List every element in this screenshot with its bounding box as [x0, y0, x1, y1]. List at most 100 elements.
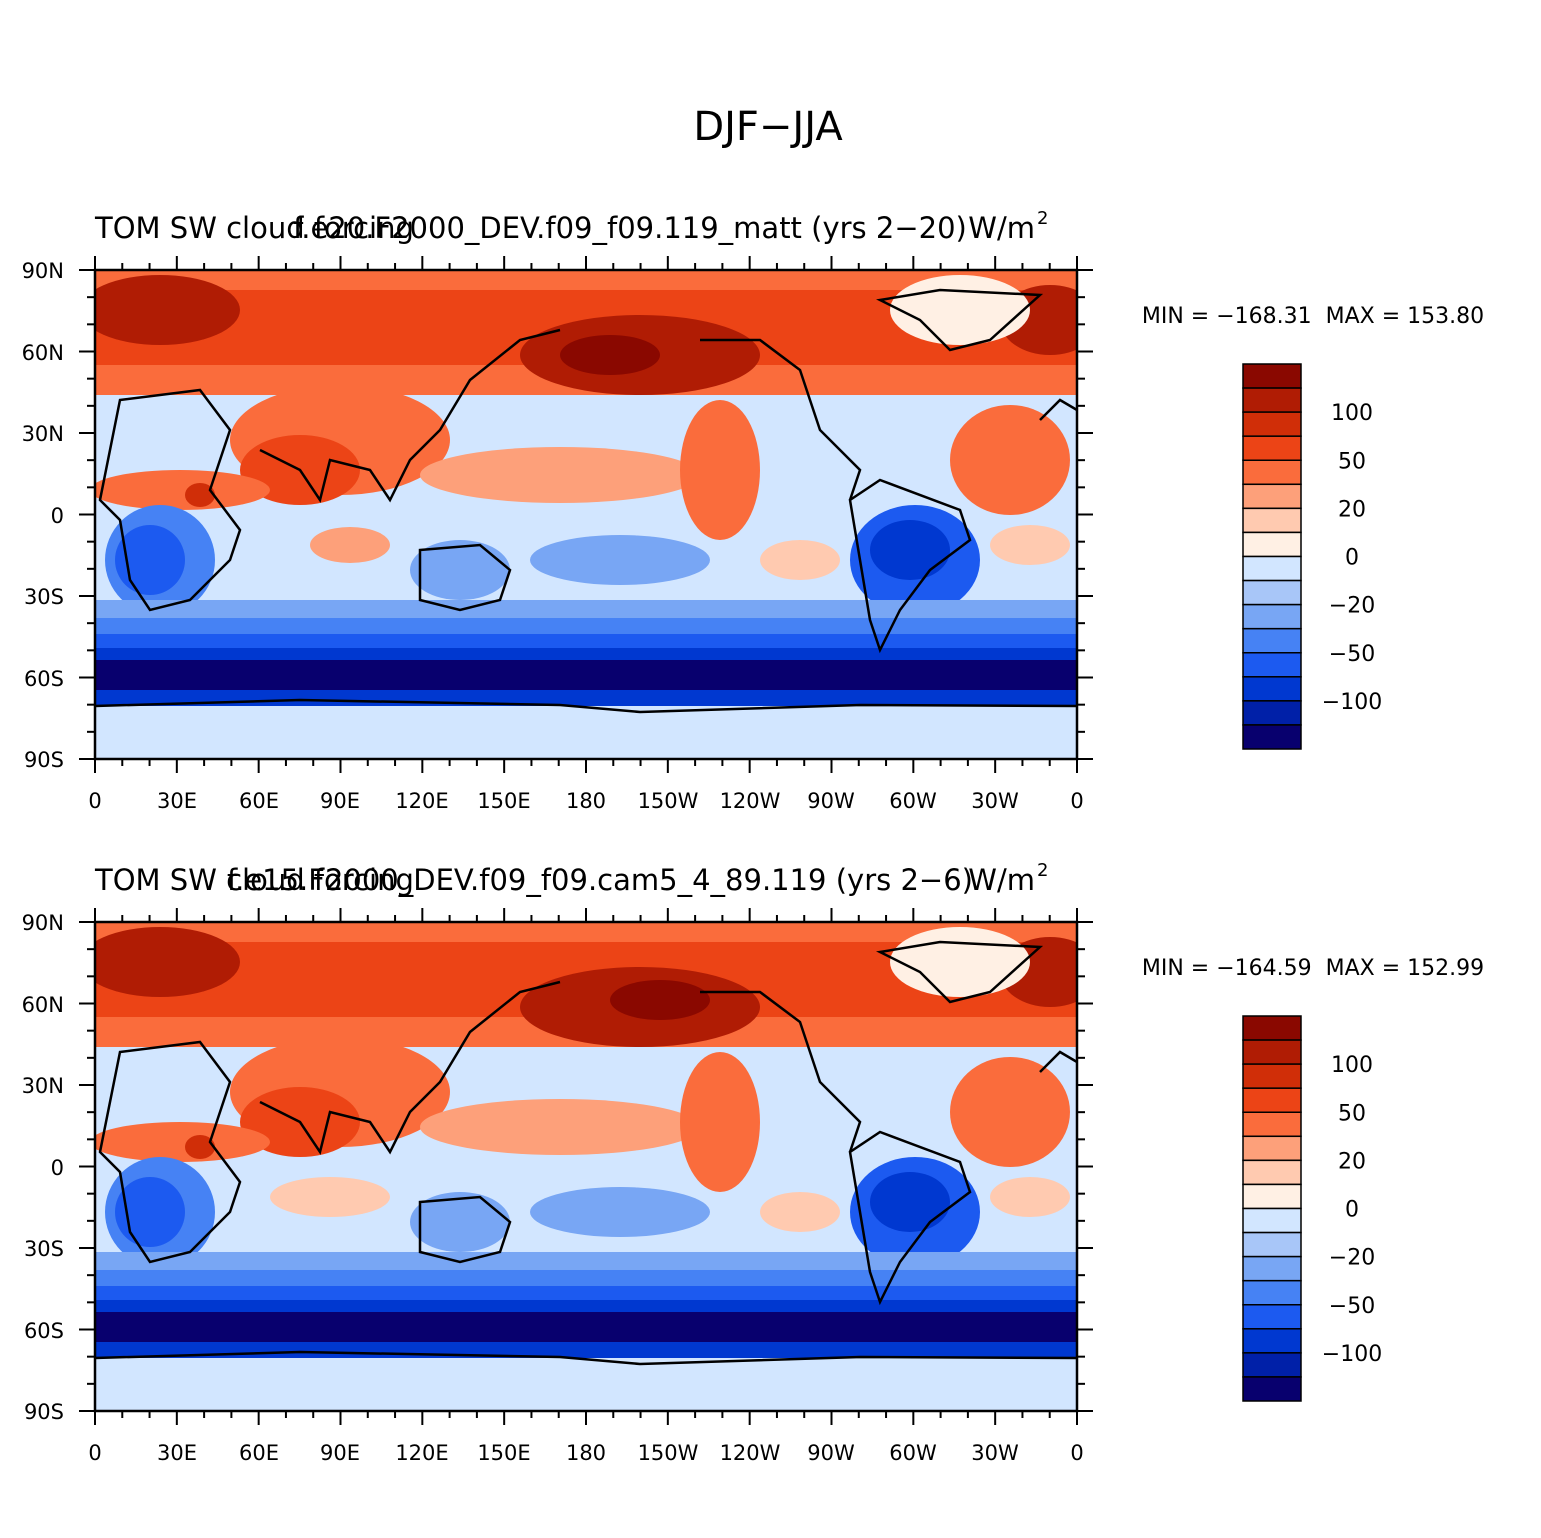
lon-label: 90E [320, 1441, 360, 1465]
lon-label: 60W [889, 789, 937, 813]
map-panel-2: TOM SW cloud forcing f.e15.F2000_DEV.f09… [22, 860, 1485, 1465]
lon-label: 90W [807, 1441, 855, 1465]
colorbar-swatch [1242, 1087, 1302, 1113]
lon-label: 0 [1070, 789, 1083, 813]
lat-label: 90S [24, 748, 64, 772]
colorbar-swatch [1242, 579, 1302, 606]
colorbar-swatch [1242, 1255, 1302, 1282]
lat-labels-1: 90N 60N 30N 0 30S 60S 90S [22, 259, 64, 772]
colorbar-label: −100 [1322, 1342, 1382, 1367]
panel-2-title-center: f.e15.F2000_DEV.f09_f09.cam5_4_89.119 (y… [227, 863, 973, 897]
lat-labels-2: 90N 60N 30N 0 30S 60S 90S [22, 911, 64, 1424]
colorbar-swatch [1242, 1111, 1302, 1138]
lon-label: 30W [971, 1441, 1019, 1465]
panel-1-title-center: f.e20.F2000_DEV.f09_f09.119_matt (yrs 2−… [293, 211, 967, 245]
colorbar-label: 0 [1345, 1198, 1359, 1223]
lat-label: 30S [24, 1237, 64, 1261]
colorbar-swatch [1242, 1015, 1302, 1041]
panel-1-units: W/m [968, 211, 1035, 245]
lat-label: 90N [22, 911, 64, 935]
colorbar-swatch [1242, 411, 1302, 437]
colorbar-swatch [1242, 1279, 1302, 1306]
colorbar-1: 100 50 20 0 −20 −50 −100 [1242, 363, 1382, 750]
colorbar-swatch [1242, 700, 1302, 726]
colorbar-swatch [1242, 603, 1302, 630]
colorbar-label: −20 [1329, 594, 1375, 619]
map-field-1 [95, 270, 1077, 759]
colorbar-swatch [1242, 459, 1302, 486]
colorbar-swatch [1242, 483, 1302, 510]
colorbar-swatch [1242, 1159, 1302, 1186]
lat-label: 60N [22, 993, 64, 1017]
lat-label: 30S [24, 585, 64, 609]
lon-label: 60W [889, 1441, 937, 1465]
colorbar-swatch [1242, 555, 1302, 582]
panel-2-title-left: TOM SW cloud forcing [94, 863, 414, 897]
lon-label: 120W [720, 1441, 781, 1465]
colorbar-label: −100 [1322, 690, 1382, 715]
colorbar-swatch [1242, 1207, 1302, 1234]
panel-2-units-exponent: 2 [1037, 860, 1048, 881]
lon-label: 150E [477, 789, 530, 813]
lon-label: 180 [566, 1441, 606, 1465]
colorbar-label: 50 [1338, 1101, 1366, 1126]
lat-label: 30N [22, 1074, 64, 1098]
lon-label: 150W [638, 1441, 699, 1465]
lon-label: 30E [157, 1441, 197, 1465]
lon-labels-2: 0 30E 60E 90E 120E 150E 180 150W 120W 90… [88, 1441, 1083, 1465]
lon-label: 0 [1070, 1441, 1083, 1465]
lat-ticks-2 [79, 908, 1093, 1425]
lat-label: 0 [51, 1156, 64, 1180]
colorbar-swatch [1242, 724, 1302, 750]
lat-label: 60S [24, 667, 64, 691]
lat-label: 60S [24, 1319, 64, 1343]
colorbar-swatch [1242, 1304, 1302, 1330]
colorbar-swatch [1242, 1231, 1302, 1258]
lat-ticks-1 [79, 256, 1093, 773]
colorbar-swatch [1242, 627, 1302, 654]
lon-label: 180 [566, 789, 606, 813]
colorbar-label: 20 [1338, 497, 1366, 522]
lat-label: 90N [22, 259, 64, 283]
lon-label: 90W [807, 789, 855, 813]
colorbar-swatch [1242, 507, 1302, 534]
lon-label: 0 [88, 1441, 101, 1465]
colorbar-label: 100 [1331, 1053, 1373, 1078]
colorbar-label: 100 [1331, 401, 1373, 426]
colorbar-swatch [1242, 363, 1302, 389]
map-field-2 [95, 922, 1077, 1411]
colorbar-swatch [1242, 1063, 1302, 1089]
panel-1-units-exponent: 2 [1037, 208, 1048, 229]
colorbar-swatch [1242, 1039, 1302, 1065]
lat-label: 60N [22, 341, 64, 365]
lon-label: 0 [88, 789, 101, 813]
lon-label: 60E [239, 789, 279, 813]
lon-label: 30E [157, 789, 197, 813]
lon-label: 120W [720, 789, 781, 813]
colorbar-swatch [1242, 531, 1302, 558]
colorbar-swatch [1242, 1183, 1302, 1210]
colorbar-label: −20 [1329, 1246, 1375, 1271]
lon-label: 60E [239, 1441, 279, 1465]
lon-label: 120E [395, 1441, 448, 1465]
lon-label: 90E [320, 789, 360, 813]
colorbar-swatch [1242, 387, 1302, 413]
panel-1-title-left: TOM SW cloud forcing [94, 211, 414, 245]
colorbar-label: 20 [1338, 1149, 1366, 1174]
colorbar-label: 50 [1338, 449, 1366, 474]
coastlines-2 [98, 940, 1077, 1306]
lon-label: 150W [638, 789, 699, 813]
lat-label: 0 [51, 504, 64, 528]
figure-title: DJF−JJA [693, 104, 843, 150]
colorbar-swatch [1242, 1376, 1302, 1402]
lon-label: 30W [971, 789, 1019, 813]
colorbar-swatch [1242, 435, 1302, 461]
panel-1-min-max: MIN = −168.31 MAX = 153.80 [1142, 304, 1484, 329]
coastlines-1 [98, 288, 1077, 654]
panel-2-min-max: MIN = −164.59 MAX = 152.99 [1142, 956, 1484, 981]
lon-labels-1: 0 30E 60E 90E 120E 150E 180 150W 120W 90… [88, 789, 1083, 813]
lon-label: 150E [477, 1441, 530, 1465]
map-panel-1: TOM SW cloud forcing f.e20.F2000_DEV.f09… [22, 208, 1485, 813]
lon-label: 120E [395, 789, 448, 813]
